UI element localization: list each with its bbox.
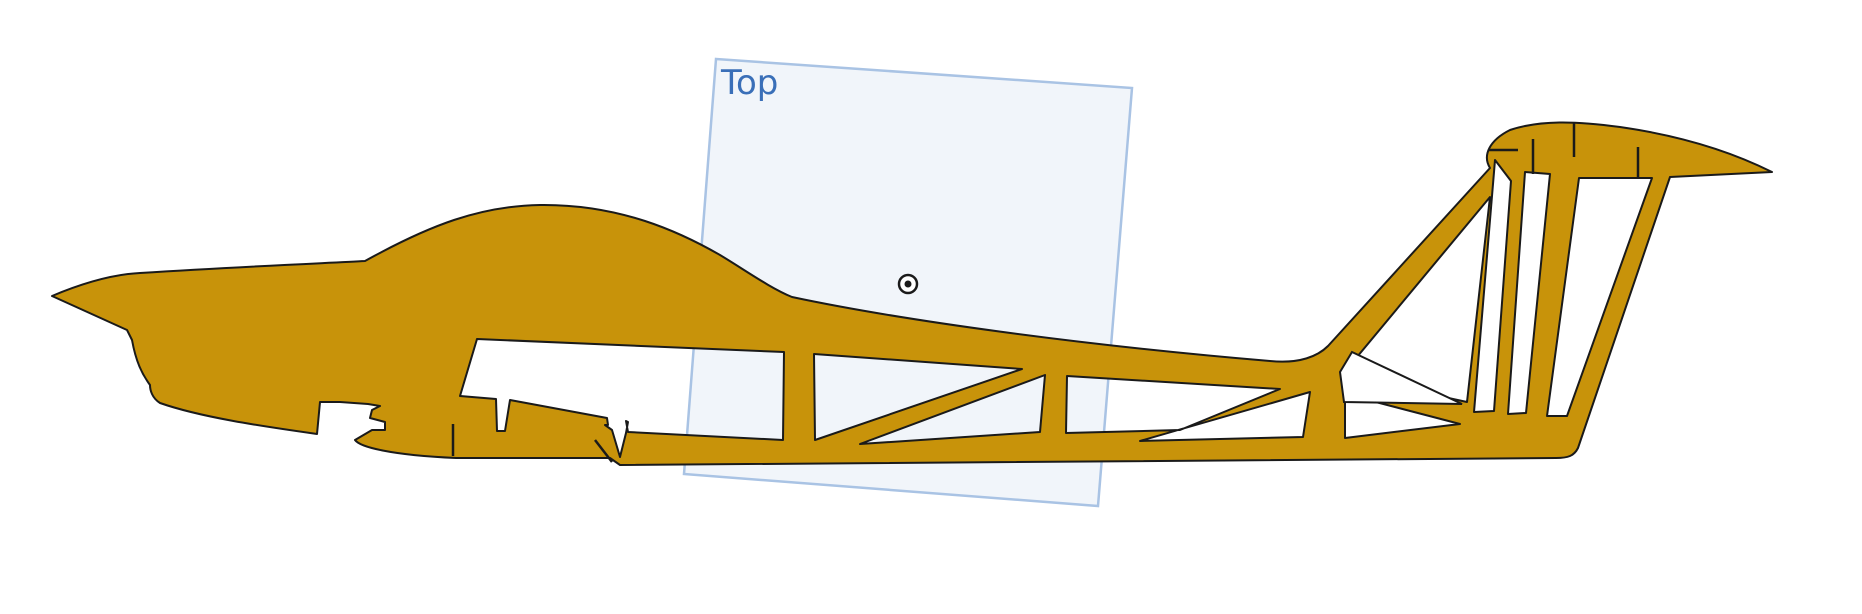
fuselage-part[interactable] bbox=[51, 121, 1773, 466]
top-plane-label[interactable]: Top bbox=[720, 63, 778, 103]
origin-marker-icon[interactable] bbox=[897, 273, 919, 295]
slot-details bbox=[451, 123, 1640, 463]
cutout-small-1 bbox=[1338, 350, 1463, 405]
